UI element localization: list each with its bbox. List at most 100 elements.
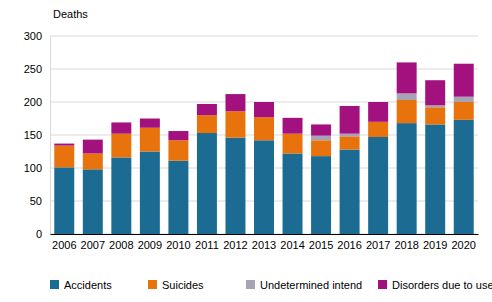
x-tick-label: 2018 bbox=[394, 239, 418, 251]
bar-segment bbox=[397, 93, 417, 100]
x-tick-label: 2015 bbox=[309, 239, 333, 251]
x-tick: 2016 bbox=[337, 234, 361, 251]
bar-segment bbox=[425, 107, 445, 124]
bar-segment bbox=[168, 131, 188, 140]
bar-segment bbox=[225, 111, 245, 137]
x-tick: 2019 bbox=[423, 234, 447, 251]
bar-segment bbox=[283, 118, 303, 134]
bar-segment bbox=[254, 140, 274, 234]
bars bbox=[54, 62, 473, 234]
y-tick-label: 100 bbox=[24, 162, 42, 174]
bar-segment bbox=[168, 161, 188, 234]
x-tick: 2007 bbox=[81, 234, 105, 251]
bar-segment bbox=[54, 144, 74, 146]
x-tick: 2010 bbox=[166, 234, 190, 251]
bar-segment bbox=[368, 102, 388, 122]
x-tick-label: 2017 bbox=[366, 239, 390, 251]
bar-segment bbox=[368, 122, 388, 137]
legend-swatch bbox=[246, 280, 255, 289]
y-tick-label: 50 bbox=[30, 195, 42, 207]
legend-label: Disorders due to use bbox=[392, 279, 492, 291]
x-tick: 2011 bbox=[195, 234, 219, 251]
bar-segment bbox=[454, 120, 474, 234]
bar-segment bbox=[340, 136, 360, 149]
y-tick-label: 250 bbox=[24, 63, 42, 75]
y-tick: 100 bbox=[24, 162, 50, 174]
bar-segment bbox=[83, 140, 103, 154]
x-axis-line bbox=[51, 234, 479, 235]
bar-segment bbox=[140, 128, 160, 152]
bar-segment bbox=[425, 105, 445, 107]
bar-segment bbox=[111, 134, 131, 158]
bar-segment bbox=[197, 104, 217, 115]
x-tick-label: 2006 bbox=[52, 239, 76, 251]
bar-segment bbox=[425, 124, 445, 234]
bar-segment bbox=[311, 136, 331, 141]
bar-segment bbox=[397, 62, 417, 93]
bar-segment bbox=[225, 94, 245, 111]
y-tick: 250 bbox=[24, 63, 50, 75]
legend-label: Suicides bbox=[162, 279, 204, 291]
y-axis-title: Deaths bbox=[53, 8, 88, 20]
x-tick-label: 2009 bbox=[138, 239, 162, 251]
y-tick-label: 150 bbox=[24, 129, 42, 141]
bar-segment bbox=[283, 153, 303, 234]
bar-segment bbox=[111, 122, 131, 133]
bar-segment bbox=[454, 64, 474, 97]
legend-label: Undetermined intend bbox=[260, 279, 362, 291]
x-tick-label: 2014 bbox=[280, 239, 304, 251]
y-tick: 300 bbox=[24, 30, 50, 42]
bar-segment bbox=[168, 140, 188, 160]
bar-segment bbox=[340, 106, 360, 134]
bar-segment bbox=[225, 138, 245, 234]
bar-segment bbox=[311, 140, 331, 156]
x-tick: 2017 bbox=[366, 234, 390, 251]
bar-segment bbox=[111, 157, 131, 234]
legend: Accidents Suicides Undetermined intend Diso… bbox=[50, 279, 492, 291]
x-tick-label: 2019 bbox=[423, 239, 447, 251]
bar-segment bbox=[197, 133, 217, 234]
bar-segment bbox=[83, 153, 103, 169]
bar-segment bbox=[454, 102, 474, 120]
plot: 0 50 100 150 200 250 300 2006 2007 2008 2009 2010 20… bbox=[24, 30, 479, 251]
y-tick: 0 bbox=[36, 228, 50, 240]
bar-segment bbox=[54, 167, 74, 234]
x-tick: 2006 bbox=[52, 234, 76, 251]
legend-swatch bbox=[378, 280, 387, 289]
bar-segment bbox=[397, 100, 417, 123]
bar-segment bbox=[311, 124, 331, 135]
grid-line bbox=[50, 36, 478, 37]
bar-segment bbox=[425, 80, 445, 105]
y-tick: 200 bbox=[24, 96, 50, 108]
y-axis-line bbox=[50, 37, 51, 235]
legend-swatch bbox=[50, 280, 59, 289]
y-tick-label: 0 bbox=[36, 228, 42, 240]
bar-segment bbox=[311, 156, 331, 234]
y-axis: 0 50 100 150 200 250 300 bbox=[24, 30, 51, 240]
y-tick-label: 200 bbox=[24, 96, 42, 108]
x-axis: 2006200720082009201020112012201320142015… bbox=[51, 234, 479, 251]
x-tick-label: 2008 bbox=[109, 239, 133, 251]
grid bbox=[50, 36, 478, 234]
x-tick: 2008 bbox=[109, 234, 133, 251]
legend-label: Accidents bbox=[64, 279, 112, 291]
x-tick: 2014 bbox=[280, 234, 304, 251]
bar-segment bbox=[54, 146, 74, 168]
bar-segment bbox=[197, 115, 217, 133]
y-tick: 50 bbox=[30, 195, 50, 207]
bar-segment bbox=[254, 117, 274, 140]
x-tick: 2015 bbox=[309, 234, 333, 251]
x-tick-label: 2013 bbox=[252, 239, 276, 251]
bar-segment bbox=[254, 102, 274, 117]
x-tick: 2013 bbox=[252, 234, 276, 251]
bar-segment bbox=[397, 123, 417, 234]
bar-segment bbox=[140, 152, 160, 235]
bar-segment bbox=[340, 134, 360, 137]
y-tick-label: 300 bbox=[24, 30, 42, 42]
bar-segment bbox=[368, 137, 388, 234]
bar-segment bbox=[140, 119, 160, 128]
x-tick-label: 2007 bbox=[81, 239, 105, 251]
bar-segment bbox=[83, 169, 103, 234]
x-tick-label: 2016 bbox=[337, 239, 361, 251]
bar-segment bbox=[340, 150, 360, 234]
